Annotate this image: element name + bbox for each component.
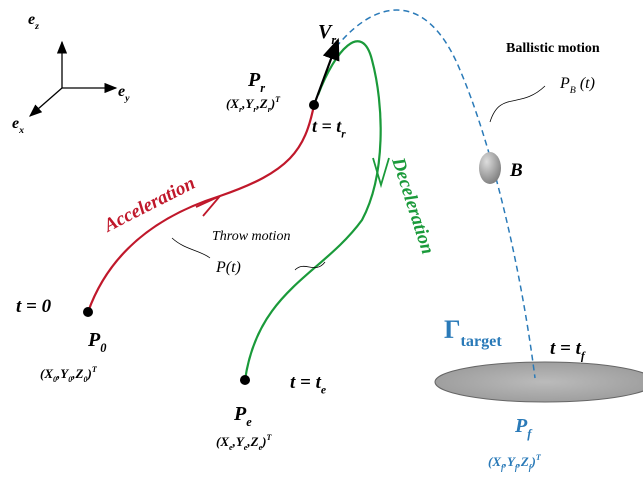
text-part: (X	[216, 434, 229, 449]
throw-motion-label: Throw motion	[212, 229, 290, 244]
text-part: T	[266, 433, 272, 442]
text-part: (t)	[576, 75, 595, 92]
text-part: Deceleration	[387, 154, 438, 257]
text-part: Acceleration	[100, 173, 199, 237]
text-part: x	[18, 125, 24, 136]
pf-coords: (Xf,Yf,Zf)T	[488, 453, 542, 472]
text-part: t = t	[312, 116, 342, 136]
text-part: B	[509, 160, 523, 181]
t0-label: t = 0	[16, 296, 52, 317]
diagram: ezeyexVrPr(Xr,Yr,Zr)Tt = trAccelerationD…	[0, 0, 643, 478]
text-part: target	[461, 333, 503, 350]
text-part: T	[536, 453, 542, 462]
text-part: r	[341, 128, 346, 140]
text-part: e	[118, 83, 125, 100]
text-part: T	[92, 365, 98, 374]
p0-coords: (X0,Y0,Z0)T	[40, 365, 98, 384]
text-part: (X	[488, 454, 501, 469]
ball	[479, 152, 501, 184]
axes	[30, 42, 116, 116]
text-part: e	[246, 415, 252, 429]
te-label: t = te	[290, 372, 326, 397]
ballistic-curve	[330, 10, 535, 378]
deceleration-curve	[245, 41, 381, 380]
velocity-arrow	[314, 40, 338, 105]
text-part: e	[28, 11, 35, 28]
pr-coords: (Xr,Yr,Zr)T	[226, 95, 281, 114]
text-part: ,Z	[517, 454, 529, 469]
text-part: Γ	[444, 315, 461, 344]
text-part: ,Z	[255, 96, 267, 111]
tr-label: t = tr	[312, 116, 346, 140]
throw-func: P(t)	[215, 259, 241, 276]
ballistic-func: PB (t)	[559, 75, 595, 96]
text-part: (X	[226, 96, 239, 111]
text-part: r	[331, 33, 336, 47]
text-part: P	[247, 69, 261, 91]
text-part: f	[581, 350, 586, 363]
p0-label: P0	[87, 329, 106, 355]
text-part: t = 0	[16, 296, 52, 317]
text-part: Ballistic motion	[506, 41, 600, 56]
ez-label: ez	[28, 11, 39, 32]
text-part: P	[514, 415, 528, 437]
velocity-label: Vr	[318, 21, 336, 47]
text-part: f	[527, 427, 533, 441]
ball-label: B	[509, 160, 523, 181]
text-part: z	[34, 21, 39, 32]
text-part: ,Z	[246, 434, 258, 449]
text-part: Throw motion	[212, 229, 290, 244]
acceleration-label: Acceleration	[100, 173, 199, 237]
text-part: P	[559, 75, 570, 92]
pr-label: Pr	[247, 69, 265, 95]
target-area	[435, 362, 643, 402]
text-part: y	[124, 93, 130, 104]
target-label: Γtarget	[444, 315, 502, 350]
text-part: P	[233, 403, 247, 425]
text-part: P(t)	[215, 259, 241, 276]
text-part: (X	[40, 366, 53, 381]
pf-label: Pf	[514, 415, 533, 441]
text-part: t = t	[550, 338, 582, 359]
pe-label: Pe	[233, 403, 252, 429]
text-part: 0	[100, 341, 106, 355]
tf-label: t = tf	[550, 338, 586, 363]
text-part: P	[87, 329, 101, 351]
text-part: e	[321, 384, 326, 397]
text-part: T	[275, 95, 281, 104]
ex-label: ex	[12, 115, 24, 136]
text-part: e	[12, 115, 19, 132]
text-part: ,Z	[71, 366, 83, 381]
pe-coords: (Xe,Ye,Ze)T	[216, 433, 272, 452]
deceleration-label: Deceleration	[387, 154, 438, 257]
ey-label: ey	[118, 83, 130, 104]
text-part: t = t	[290, 372, 322, 393]
ballistic-motion-label: Ballistic motion	[506, 41, 600, 56]
text-part: r	[260, 81, 265, 95]
